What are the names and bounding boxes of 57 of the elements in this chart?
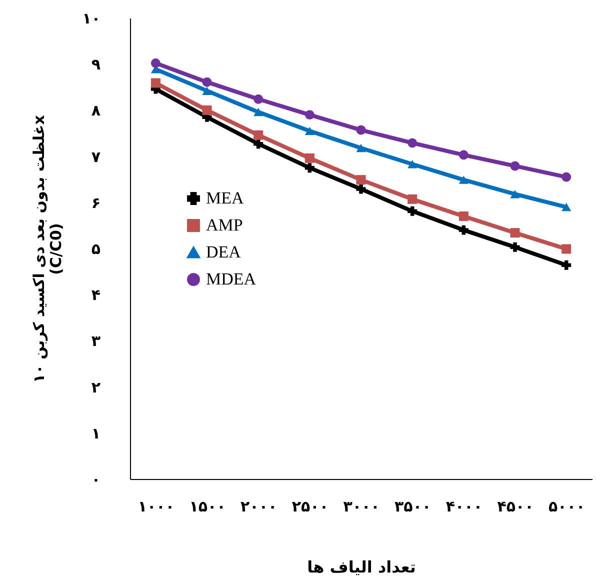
point [304,153,314,163]
point [304,110,314,120]
point [202,77,212,87]
point [356,125,366,135]
point [254,94,264,104]
y-tick-label: ۳ [91,332,100,350]
legend-label: MDEA [206,270,257,288]
point [254,130,264,140]
x-tick-label: ۴۰۰۰ [446,498,482,516]
point [510,190,520,198]
y-tick-label: ۶ [91,194,100,212]
x-tick-label: ۲۵۰۰ [292,498,328,516]
point [304,126,314,136]
x-tick-label: ۳۰۰۰ [343,498,380,516]
y-tick-label: ۱۰ [82,10,100,28]
point [202,86,212,95]
x-tick-label: ۳۵۰۰ [394,498,432,516]
point [408,206,418,216]
y-tick-label: ۴ [91,286,100,304]
x-tick-label: ۱۰۰۰ [138,498,174,516]
point [562,172,572,182]
legend-label: AMP [206,216,243,234]
y-tick-label: ۸ [91,102,100,120]
point [510,161,520,171]
point [356,144,366,152]
point [356,175,366,185]
x-tick-label: ۲۰۰۰ [240,498,278,516]
legend-label: MEA [206,188,244,208]
x-axis-title: تعداد الیاف ها [307,558,416,576]
point [458,211,468,221]
point [408,160,418,168]
x-tick-label: ۱۵۰۰ [189,498,226,516]
point [458,225,468,235]
y-tick-label: ۵ [91,240,100,258]
point [510,228,520,238]
y-tick-label: ۰ [91,470,100,488]
point [458,176,468,184]
point [304,163,314,173]
point [150,58,160,68]
point [202,105,212,115]
point [356,184,366,194]
x-tick-label: ۴۵۰۰ [497,498,534,516]
y-tick-label: ۹ [91,56,100,74]
point [150,78,160,88]
y-tick-label: ۲ [91,378,100,396]
point [510,242,520,252]
point [254,108,264,116]
y-tick-label: ۱ [91,424,100,442]
point [408,138,418,148]
y-tick-label: ۷ [91,148,100,166]
point [562,260,572,270]
point [458,150,468,160]
point [562,202,572,212]
point [562,244,572,254]
point [408,194,418,204]
legend-label: DEA [206,242,242,262]
x-tick-label: ۵۰۰۰ [548,498,586,516]
